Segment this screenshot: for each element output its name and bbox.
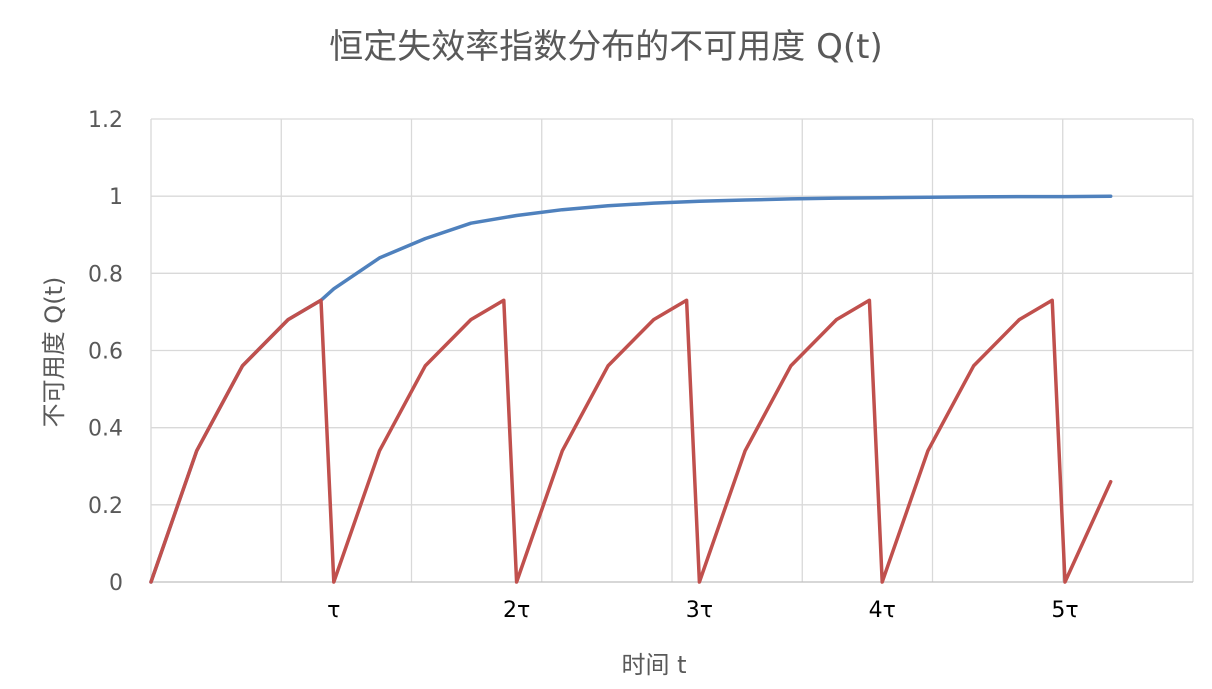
x-tick-label: 2τ	[503, 598, 530, 623]
y-tick-label: 1.2	[88, 108, 123, 133]
y-tick-label: 0.6	[88, 340, 123, 365]
series-line-1	[149, 194, 1113, 584]
x-tick-label: τ	[327, 598, 340, 623]
series-lines	[149, 194, 1113, 584]
x-tick-label: 4τ	[869, 598, 896, 623]
chart-title: 恒定失效率指数分布的不可用度 Q(t)	[329, 27, 882, 67]
plot-grid	[150, 118, 1194, 583]
x-axis-ticks: τ 2τ 3τ 4τ 5τ	[327, 598, 1078, 623]
y-axis-label: 不可用度 Q(t)	[40, 277, 68, 428]
x-tick-label: 3τ	[686, 598, 713, 623]
x-axis-label: 时间 t	[621, 651, 686, 679]
series-line-2	[149, 298, 1113, 584]
x-tick-label: 5τ	[1051, 598, 1078, 623]
y-axis-ticks: 0 0.2 0.4 0.6 0.8 1 1.2	[88, 108, 123, 596]
y-tick-label: 0.4	[88, 417, 123, 442]
y-tick-label: 0	[109, 571, 123, 596]
y-tick-label: 0.2	[88, 494, 123, 519]
y-tick-label: 0.8	[88, 262, 123, 287]
y-tick-label: 1	[109, 185, 123, 210]
